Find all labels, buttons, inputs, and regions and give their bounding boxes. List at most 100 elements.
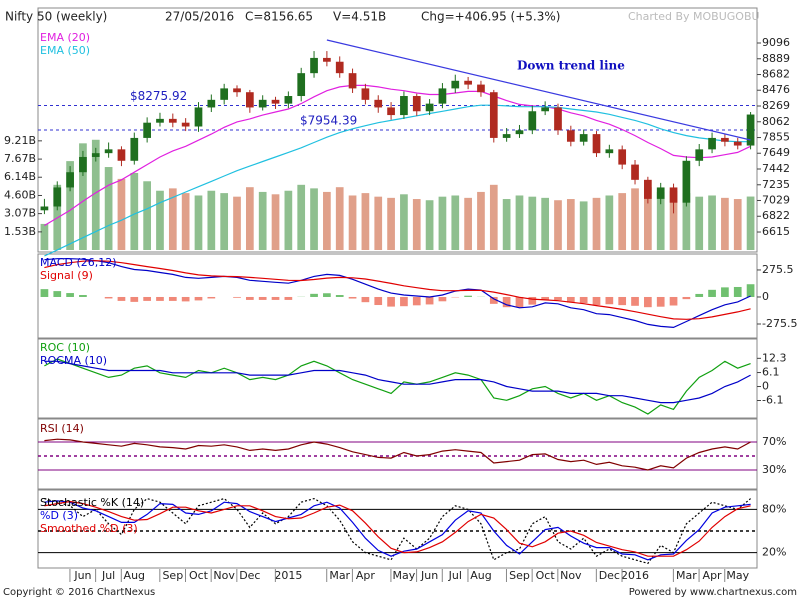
candle-body	[592, 134, 601, 154]
series-line	[44, 497, 751, 565]
volume-bar	[79, 143, 87, 250]
histogram-bar	[143, 296, 151, 301]
volume-bar	[502, 199, 511, 250]
candle-body	[297, 73, 306, 97]
histogram-bar	[53, 291, 62, 297]
x-tick-label: Apr	[703, 569, 723, 582]
volume-bar	[605, 195, 614, 250]
candle-body	[66, 172, 74, 188]
histogram-bar	[374, 296, 383, 306]
candle-body	[207, 99, 216, 108]
volume-bar	[66, 161, 74, 250]
volume-bar	[425, 200, 434, 250]
legend-entry: EMA (20)	[40, 31, 90, 44]
histogram-bar	[733, 286, 742, 297]
candle-body	[618, 149, 627, 165]
histogram-bar	[695, 293, 704, 297]
histogram-bar	[194, 296, 203, 301]
date: 27/05/2016	[165, 10, 234, 24]
candle-body	[695, 149, 704, 161]
series-line	[44, 500, 751, 561]
candle-body	[451, 80, 460, 89]
y-tick-label: 6.1	[762, 366, 780, 379]
candle-body	[258, 99, 267, 108]
volume-bar	[181, 193, 190, 250]
candle-body	[708, 137, 716, 150]
x-tick-label: Jul	[101, 569, 115, 582]
volume-bar	[400, 194, 408, 250]
x-tick-label: Sep	[162, 569, 183, 582]
volume-bar	[695, 196, 704, 250]
y-tick-label: 275.5	[762, 263, 794, 276]
x-tick-label: Aug	[124, 569, 145, 582]
legend-entry: MACD (26,12)	[40, 256, 117, 269]
histogram-bar	[130, 296, 139, 302]
x-tick-label: Jul	[448, 569, 462, 582]
x-tick-label: 2015	[274, 569, 302, 582]
histogram-bar	[66, 293, 74, 297]
volume-bar	[528, 196, 537, 250]
candle-body	[489, 92, 498, 138]
histogram-bar	[361, 296, 370, 303]
volume: V=4.51B	[333, 10, 386, 24]
y-tick-label: 3.07B	[4, 207, 36, 220]
candle-body	[53, 187, 62, 207]
copyright: Copyright © 2016 ChartNexus	[3, 587, 155, 598]
x-tick-label: 2016	[621, 569, 649, 582]
series-line	[44, 84, 751, 227]
legend-entry: Signal (9)	[40, 269, 93, 282]
series-line	[44, 360, 751, 404]
legend-entry: ROCMA (10)	[40, 354, 107, 367]
volume-bar	[579, 201, 588, 250]
histogram-bar	[412, 296, 421, 306]
y-tick-label: 20%	[762, 546, 786, 559]
y-tick-label: 9096	[762, 36, 790, 49]
histogram-bar	[233, 296, 241, 298]
candle-body	[245, 92, 254, 108]
volume-bar	[245, 187, 254, 250]
x-tick-label: Oct	[189, 569, 209, 582]
x-tick-label: Apr	[356, 569, 376, 582]
histogram-bar	[438, 296, 447, 302]
candle-body	[438, 88, 447, 104]
histogram-bar	[618, 296, 627, 306]
x-tick-label: Mar	[676, 569, 697, 582]
legend-entry: ROC (10)	[40, 341, 90, 354]
trend-label: Down trend line	[517, 59, 625, 73]
x-tick-label: Jun	[73, 569, 91, 582]
histogram-bar	[605, 296, 614, 305]
candle-body	[682, 160, 691, 203]
histogram-bar	[271, 296, 280, 300]
roc-panel	[37, 338, 758, 419]
histogram-bar	[425, 296, 434, 305]
candle-body	[194, 107, 203, 127]
x-tick-label: Dec	[239, 569, 260, 582]
volume-bar	[323, 191, 331, 250]
volume-bar	[258, 191, 267, 250]
volume-bar	[156, 190, 164, 250]
y-tick-label: 6615	[762, 225, 790, 238]
y-tick-label: -6.1	[762, 394, 783, 407]
candle-body	[271, 99, 280, 104]
volume-bar	[104, 167, 113, 250]
y-tick-label: 8889	[762, 52, 790, 65]
series-line	[44, 260, 751, 320]
candle-body	[733, 141, 742, 146]
histogram-bar	[258, 296, 267, 300]
candle-body	[310, 57, 318, 74]
trend-line	[326, 39, 751, 141]
y-tick-label: 7.67B	[4, 152, 36, 165]
volume-bar	[733, 199, 742, 250]
x-tick-label: Aug	[470, 569, 491, 582]
x-tick-label: Dec	[599, 569, 620, 582]
reference-label: $8275.92	[130, 89, 187, 103]
volume-bar	[130, 172, 139, 250]
candle-body	[541, 107, 550, 112]
candle-body	[644, 179, 652, 199]
y-tick-label: -275.5	[762, 317, 797, 330]
histogram-bar	[387, 296, 395, 307]
rsi-panel	[37, 418, 758, 490]
candle-body	[566, 130, 575, 142]
candle-body	[387, 107, 395, 116]
histogram-bar	[79, 295, 87, 297]
